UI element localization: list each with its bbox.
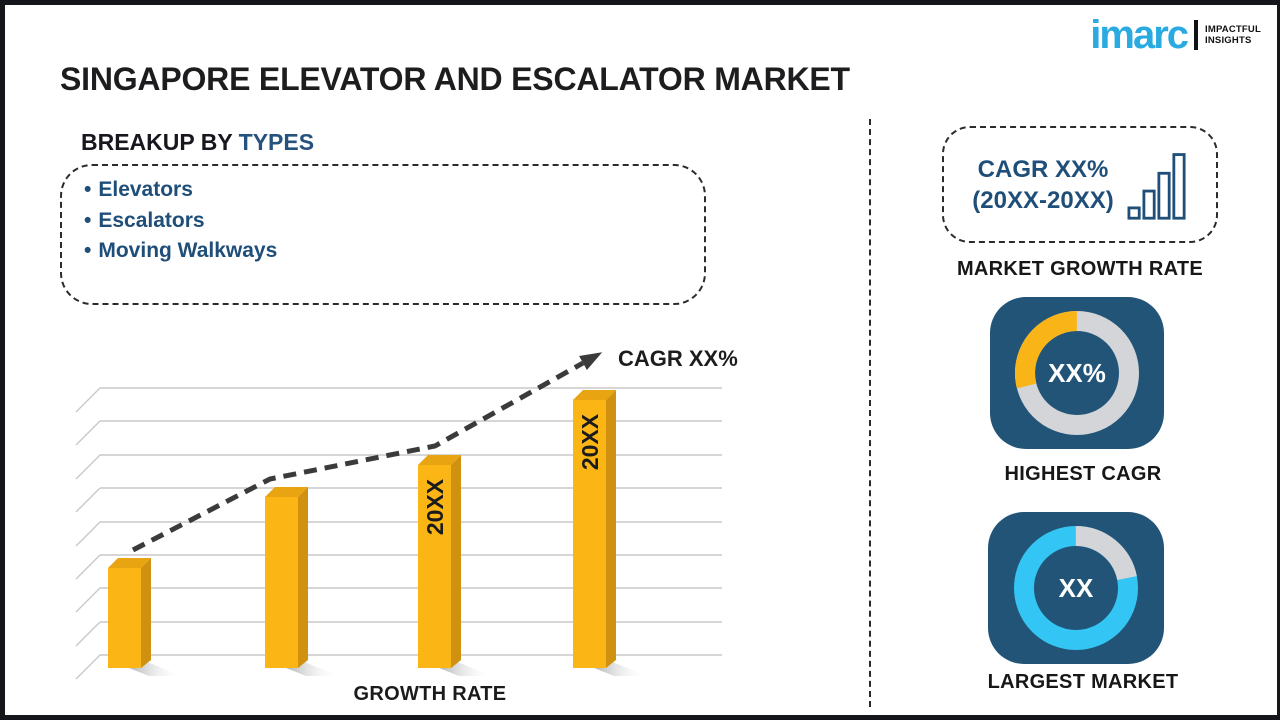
cagr-summary-text: CAGR XX% (20XX-20XX) <box>972 154 1113 216</box>
svg-text:20XX: 20XX <box>577 413 603 470</box>
types-list-box: • Elevators • Escalators • Moving Walkways <box>60 164 706 305</box>
breakup-heading: BREAKUP BY TYPES <box>81 129 314 156</box>
type-item-escalators: • Escalators <box>84 206 704 237</box>
imarc-logo: imarc IMPACTFUL INSIGHTS <box>1090 15 1261 55</box>
growth-bars-icon <box>1127 153 1186 220</box>
type-item-moving-walkways: • Moving Walkways <box>84 236 704 267</box>
bullet-icon: • <box>84 178 92 201</box>
logo-tagline-line2: INSIGHTS <box>1205 35 1252 46</box>
svg-text:20XX: 20XX <box>422 478 448 535</box>
breakup-heading-prefix: BREAKUP BY <box>81 129 239 155</box>
largest-market-donut <box>1014 526 1138 650</box>
types-list: • Elevators • Escalators • Moving Walkways <box>62 175 704 267</box>
largest-market-card: XX <box>988 512 1164 664</box>
growth-bar-chart: 20XX 20XX <box>75 352 722 680</box>
type-item-label: Moving Walkways <box>98 239 278 262</box>
logo-tagline-line1: IMPACTFUL <box>1205 24 1261 35</box>
largest-market-value: XX <box>1058 572 1094 603</box>
cagr-summary-box: CAGR XX% (20XX-20XX) <box>942 126 1218 243</box>
logo-tagline: IMPACTFUL INSIGHTS <box>1205 24 1261 46</box>
highest-cagr-donut <box>1015 311 1139 435</box>
highest-cagr-value: XX% <box>1048 357 1106 388</box>
highest-cagr-card: XX% <box>990 297 1164 449</box>
type-item-label: Escalators <box>98 208 205 232</box>
largest-market-caption: LARGEST MARKET <box>987 671 1179 693</box>
vertical-divider <box>869 119 871 707</box>
trend-cagr-label: CAGR XX% <box>618 346 738 371</box>
logo-divider <box>1194 20 1199 50</box>
type-item-label: Elevators <box>98 178 193 201</box>
type-item-elevators: • Elevators <box>84 175 704 206</box>
breakup-heading-highlight: TYPES <box>238 129 315 155</box>
highest-cagr-caption: HIGHEST CAGR <box>1004 463 1162 485</box>
cagr-line1: CAGR XX% <box>977 155 1109 183</box>
x-axis-label: GROWTH RATE <box>353 683 507 705</box>
cagr-line2: (20XX-20XX) <box>972 186 1114 214</box>
market-growth-rate-caption: MARKET GROWTH RATE <box>956 258 1204 280</box>
page-title: SINGAPORE ELEVATOR AND ESCALATOR MARKET <box>60 61 850 97</box>
imarc-logo-text: imarc <box>1090 13 1189 57</box>
bullet-icon: • <box>84 239 92 262</box>
bullet-icon: • <box>84 208 92 232</box>
